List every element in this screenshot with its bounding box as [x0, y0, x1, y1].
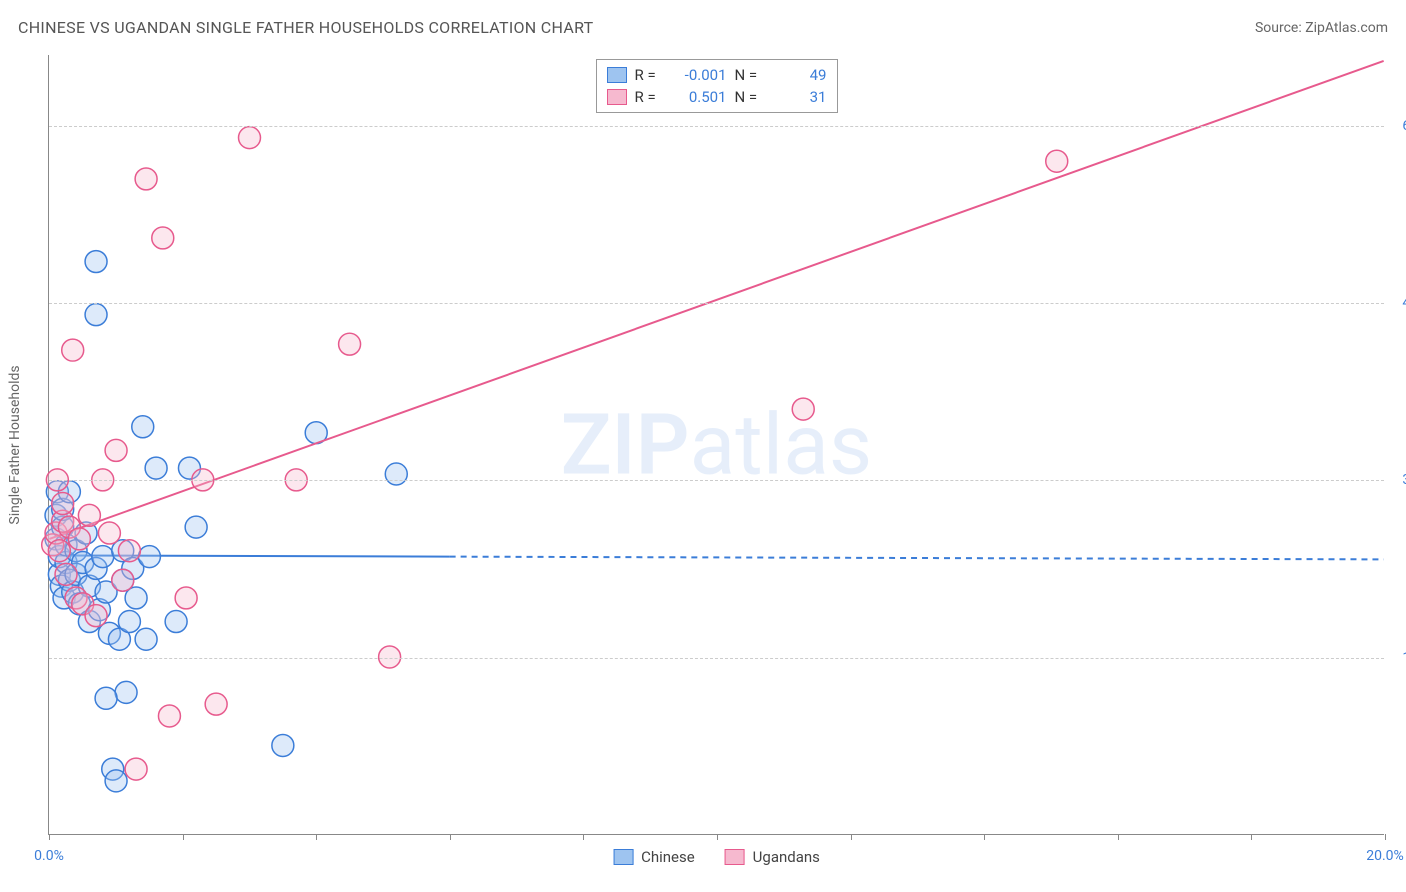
- x-tick-label: 20.0%: [1366, 848, 1404, 864]
- stats-legend: R = -0.001 N = 49 R = 0.501 N = 31: [596, 59, 838, 113]
- chart-area: Single Father Households ZIPatlas R =-0.…: [48, 55, 1384, 835]
- legend-n-label: N =: [735, 64, 763, 86]
- stats-legend-row: R = 0.501 N = 31: [607, 86, 827, 108]
- data-point: [55, 563, 77, 585]
- legend-r-label: R =: [635, 86, 663, 108]
- data-point: [92, 546, 114, 568]
- legend-r-label: R =: [635, 64, 663, 86]
- gridline-h: [49, 658, 1384, 659]
- y-tick-label: 1.5%: [1388, 650, 1406, 666]
- data-point: [78, 504, 100, 526]
- data-point: [339, 333, 361, 355]
- x-tick: [1385, 834, 1386, 840]
- source-label: Source: ZipAtlas.com: [1255, 20, 1388, 36]
- data-point: [62, 339, 84, 361]
- data-point: [272, 734, 294, 756]
- legend-swatch: [607, 67, 627, 83]
- chart-svg: [49, 55, 1384, 834]
- y-tick-label: 4.5%: [1388, 295, 1406, 311]
- data-point: [125, 758, 147, 780]
- data-point: [112, 569, 134, 591]
- x-tick: [316, 834, 317, 840]
- trend-line-dashed: [450, 557, 1384, 560]
- bottom-legend-item: Ugandans: [725, 848, 820, 866]
- data-point: [385, 463, 407, 485]
- data-point: [85, 304, 107, 326]
- x-tick: [1118, 834, 1119, 840]
- data-point: [105, 770, 127, 792]
- data-point: [165, 611, 187, 633]
- data-point: [158, 705, 180, 727]
- x-tick: [183, 834, 184, 840]
- data-point: [105, 439, 127, 461]
- data-point: [48, 540, 70, 562]
- x-tick: [1251, 834, 1252, 840]
- data-point: [118, 540, 140, 562]
- data-point: [68, 528, 90, 550]
- y-tick-label: 3.0%: [1388, 472, 1406, 488]
- legend-n-label: N =: [735, 86, 763, 108]
- x-tick: [851, 834, 852, 840]
- legend-n-value: 31: [771, 86, 827, 108]
- data-point: [152, 227, 174, 249]
- data-point: [175, 587, 197, 609]
- legend-swatch: [607, 89, 627, 105]
- data-point: [115, 681, 137, 703]
- x-tick: [49, 834, 50, 840]
- data-point: [118, 611, 140, 633]
- data-point: [135, 628, 157, 650]
- data-point: [792, 398, 814, 420]
- data-point: [52, 493, 74, 515]
- data-point: [95, 687, 117, 709]
- legend-swatch: [613, 849, 633, 865]
- data-point: [185, 516, 207, 538]
- data-point: [138, 546, 160, 568]
- data-point: [85, 605, 107, 627]
- gridline-h: [49, 126, 1384, 127]
- stats-legend-row: R = -0.001 N = 49: [607, 64, 827, 86]
- y-axis-title: Single Father Households: [7, 365, 23, 524]
- chart-title: CHINESE VS UGANDAN SINGLE FATHER HOUSEHO…: [18, 18, 593, 37]
- bottom-legend-label: Ugandans: [753, 848, 820, 866]
- x-tick-label: 0.0%: [34, 848, 64, 864]
- legend-n-value: 49: [771, 64, 827, 86]
- x-tick: [583, 834, 584, 840]
- gridline-h: [49, 480, 1384, 481]
- legend-r-value: -0.001: [671, 64, 727, 86]
- data-point: [85, 251, 107, 273]
- bottom-legend-label: Chinese: [641, 848, 695, 866]
- legend-r-value: 0.501: [671, 86, 727, 108]
- data-point: [239, 127, 261, 149]
- x-tick: [450, 834, 451, 840]
- x-tick: [717, 834, 718, 840]
- x-tick: [984, 834, 985, 840]
- legend-swatch: [725, 849, 745, 865]
- data-point: [98, 522, 120, 544]
- y-tick-label: 6.0%: [1388, 118, 1406, 134]
- data-point: [205, 693, 227, 715]
- bottom-legend-item: Chinese: [613, 848, 695, 866]
- data-point: [1046, 150, 1068, 172]
- data-point: [135, 168, 157, 190]
- bottom-legend: Chinese Ugandans: [613, 848, 820, 866]
- header-row: CHINESE VS UGANDAN SINGLE FATHER HOUSEHO…: [18, 18, 1388, 37]
- data-point: [145, 457, 167, 479]
- gridline-h: [49, 303, 1384, 304]
- data-point: [132, 416, 154, 438]
